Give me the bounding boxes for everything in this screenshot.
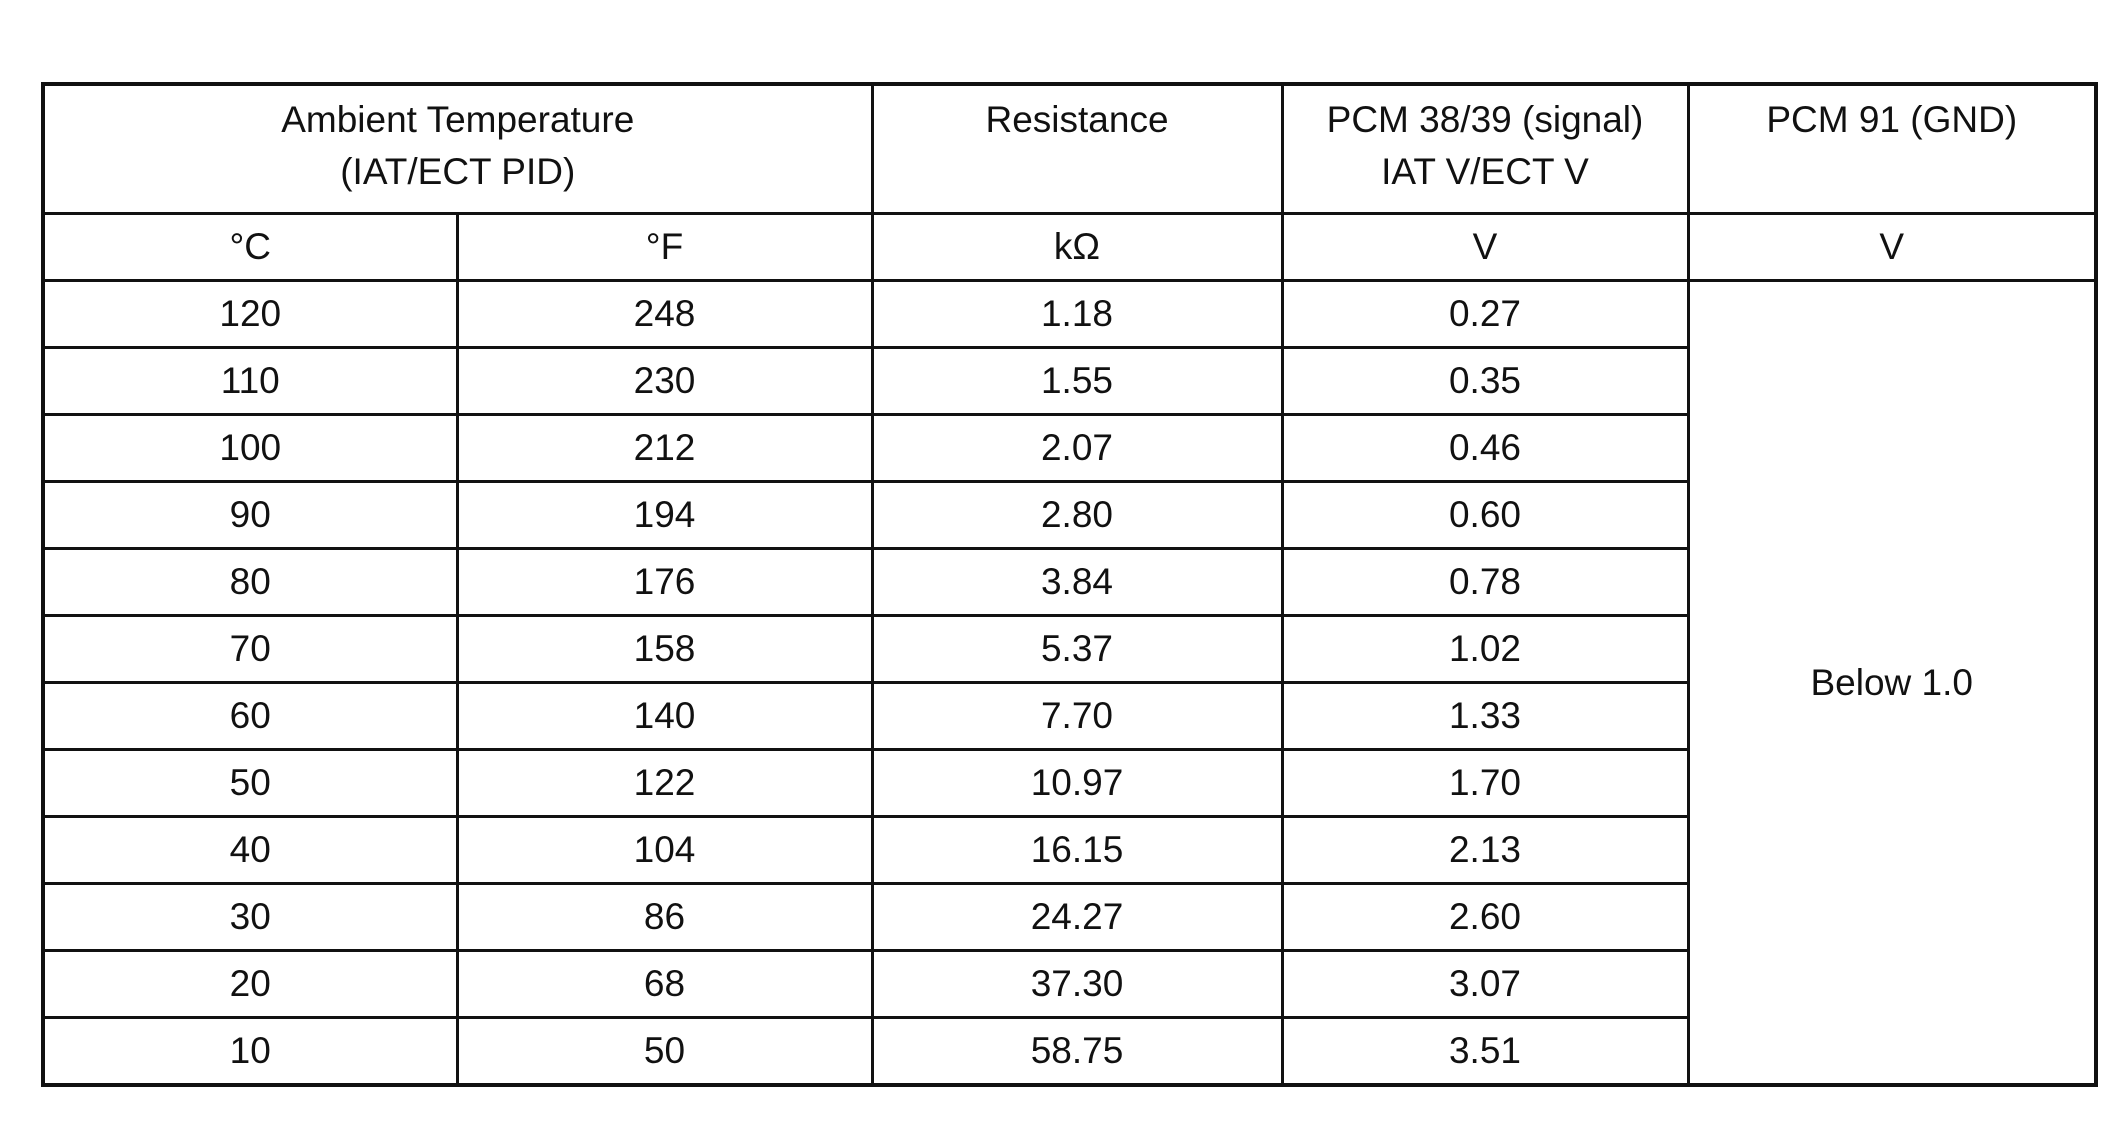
data-cell: 0.46 bbox=[1280, 413, 1690, 483]
data-cell: 68 bbox=[455, 949, 874, 1019]
data-cell: 122 bbox=[455, 748, 874, 818]
header-text: Ambient Temperature bbox=[281, 99, 635, 140]
header-text: PCM 91 (GND) bbox=[1766, 99, 2018, 140]
data-cell: 20 bbox=[41, 949, 459, 1019]
data-cell: 248 bbox=[455, 279, 874, 349]
data-cell: 60 bbox=[41, 681, 459, 751]
header-text: (IAT/ECT PID) bbox=[340, 151, 576, 192]
data-row: 70 158 5.37 1.02 bbox=[41, 614, 2096, 684]
data-cell: 140 bbox=[455, 681, 874, 751]
header-cell: Ambient Temperature (IAT/ECT PID) bbox=[41, 82, 874, 215]
units-row: °C °F kΩ V V bbox=[41, 212, 2098, 282]
data-cell: 2.07 bbox=[870, 413, 1284, 483]
data-cell: 100 bbox=[41, 413, 459, 483]
data-row: 80 176 3.84 0.78 bbox=[41, 547, 2096, 617]
data-cell: 16.15 bbox=[870, 815, 1284, 885]
data-cell: 3.07 bbox=[1280, 949, 1690, 1019]
unit-cell: V bbox=[1686, 212, 2098, 282]
data-row: 120 248 1.18 0.27 Below 1.0 bbox=[41, 279, 2098, 1087]
data-cell: 194 bbox=[455, 480, 874, 550]
data-cell: 2.60 bbox=[1280, 882, 1690, 952]
data-cell: 104 bbox=[455, 815, 874, 885]
data-row: 50 122 10.97 1.70 bbox=[41, 748, 2096, 818]
data-row: 30 86 24.27 2.60 bbox=[41, 882, 2096, 952]
header-row: Ambient Temperature (IAT/ECT PID) Resista… bbox=[41, 82, 2098, 215]
data-cell: 1.02 bbox=[1280, 614, 1690, 684]
data-cell: 70 bbox=[41, 614, 459, 684]
data-cell: 0.27 bbox=[1280, 279, 1690, 349]
data-row: 60 140 7.70 1.33 bbox=[41, 681, 2096, 751]
data-row: 90 194 2.80 0.60 bbox=[41, 480, 2096, 550]
header-cell: PCM 91 (GND) bbox=[1686, 82, 2098, 215]
header-cell: Resistance bbox=[870, 82, 1284, 215]
data-cell: 50 bbox=[455, 1016, 874, 1087]
data-cell: 7.70 bbox=[870, 681, 1284, 751]
unit-cell: kΩ bbox=[870, 212, 1284, 282]
data-cell: 212 bbox=[455, 413, 874, 483]
data-cell: 40 bbox=[41, 815, 459, 885]
data-cell: 2.80 bbox=[870, 480, 1284, 550]
data-row: 40 104 16.15 2.13 bbox=[41, 815, 2096, 885]
data-row: 20 68 37.30 3.07 bbox=[41, 949, 2096, 1019]
unit-cell: °F bbox=[455, 212, 874, 282]
data-cell: 10.97 bbox=[870, 748, 1284, 818]
data-cell: 86 bbox=[455, 882, 874, 952]
data-cell: 58.75 bbox=[870, 1016, 1284, 1087]
data-cell: 80 bbox=[41, 547, 459, 617]
table-body: Ambient Temperature (IAT/ECT PID) Resista… bbox=[41, 82, 2098, 1087]
data-cell: 3.51 bbox=[1280, 1016, 1690, 1087]
data-cell: 90 bbox=[41, 480, 459, 550]
data-cell: 176 bbox=[455, 547, 874, 617]
data-cell: 30 bbox=[41, 882, 459, 952]
data-cell: 1.18 bbox=[870, 279, 1284, 349]
data-cell: 1.55 bbox=[870, 346, 1284, 416]
gnd-cell: Below 1.0 bbox=[1686, 279, 2098, 1087]
data-cell: 158 bbox=[455, 614, 874, 684]
data-cell: 0.60 bbox=[1280, 480, 1690, 550]
data-cell: 24.27 bbox=[870, 882, 1284, 952]
sensor-table: Ambient Temperature (IAT/ECT PID) Resista… bbox=[41, 82, 2098, 1087]
data-row: 10 50 58.75 3.51 bbox=[41, 1016, 2096, 1087]
data-cell: 0.78 bbox=[1280, 547, 1690, 617]
data-cell: 110 bbox=[41, 346, 459, 416]
data-cell: 120 bbox=[41, 279, 459, 349]
data-cell: 10 bbox=[41, 1016, 459, 1087]
data-cell: 5.37 bbox=[870, 614, 1284, 684]
data-cell: 0.35 bbox=[1280, 346, 1690, 416]
data-row: 110 230 1.55 0.35 bbox=[41, 346, 2096, 416]
data-cell: 1.33 bbox=[1280, 681, 1690, 751]
data-cell: 3.84 bbox=[870, 547, 1284, 617]
data-cell: 2.13 bbox=[1280, 815, 1690, 885]
data-cell: 230 bbox=[455, 346, 874, 416]
data-row: 100 212 2.07 0.46 bbox=[41, 413, 2096, 483]
data-cell: 1.70 bbox=[1280, 748, 1690, 818]
header-text: IAT V/ECT V bbox=[1381, 151, 1589, 192]
data-cell: 50 bbox=[41, 748, 459, 818]
unit-cell: °C bbox=[41, 212, 459, 282]
header-text: Resistance bbox=[985, 99, 1169, 140]
header-cell: PCM 38/39 (signal) IAT V/ECT V bbox=[1280, 82, 1690, 215]
unit-cell: V bbox=[1280, 212, 1690, 282]
data-cell: 37.30 bbox=[870, 949, 1284, 1019]
header-text: PCM 38/39 (signal) bbox=[1326, 99, 1644, 140]
